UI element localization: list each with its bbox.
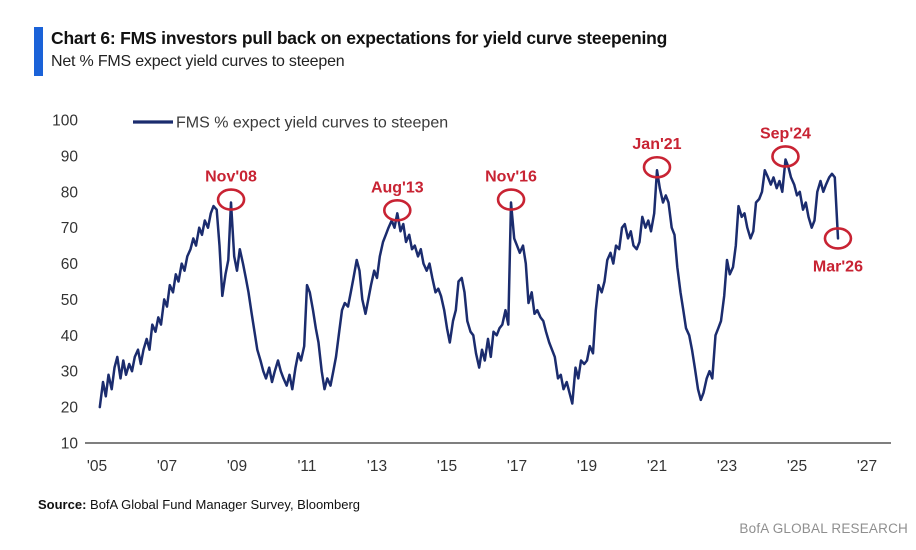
legend-label: FMS % expect yield curves to steepen — [176, 115, 448, 132]
y-tick-label-20: 20 — [61, 400, 79, 417]
x-tick-label-2011: '11 — [297, 458, 316, 475]
annotation-label-sep24: Sep'24 — [760, 125, 811, 142]
annotation-circle-sep24 — [771, 145, 800, 168]
annotation-label-jan21: Jan'21 — [632, 136, 681, 153]
x-tick-label-2007: '07 — [157, 458, 177, 475]
annotation-label-nov16: Nov'16 — [485, 169, 537, 186]
brand-credit: BofA GLOBAL RESEARCH — [739, 521, 908, 536]
x-tick-label-2021: '21 — [647, 458, 667, 475]
y-tick-label-80: 80 — [61, 184, 79, 201]
title-block: Chart 6: FMS investors pull back on expe… — [51, 27, 667, 76]
annotation-circle-aug13 — [382, 199, 412, 222]
x-tick-label-2009: '09 — [227, 458, 247, 475]
y-tick-label-50: 50 — [61, 292, 79, 309]
title-accent-bar — [34, 27, 43, 76]
x-tick-label-2023: '23 — [717, 458, 737, 475]
y-tick-label-30: 30 — [61, 364, 79, 381]
annotation-circle-nov16 — [496, 188, 526, 211]
annotation-circle-jan21 — [642, 155, 672, 179]
annotation-circle-nov08 — [216, 188, 246, 211]
x-tick-label-2019: '19 — [577, 458, 597, 475]
y-tick-label-60: 60 — [61, 256, 79, 273]
x-tick-label-2027: '27 — [857, 458, 877, 475]
annotation-label-aug13: Aug'13 — [371, 179, 424, 196]
y-tick-label-90: 90 — [61, 148, 79, 165]
source-note: Source: BofA Global Fund Manager Survey,… — [38, 497, 360, 512]
annotation-label-mar26: Mar'26 — [813, 258, 863, 275]
source-text: BofA Global Fund Manager Survey, Bloombe… — [86, 497, 361, 512]
x-tick-label-2015: '15 — [437, 458, 457, 475]
x-tick-label-2025: '25 — [787, 458, 807, 475]
y-tick-label-100: 100 — [52, 113, 78, 130]
y-tick-label-40: 40 — [61, 328, 79, 345]
y-tick-label-10: 10 — [61, 436, 79, 453]
source-label: Source: — [38, 497, 87, 512]
x-tick-label-2017: '17 — [507, 458, 527, 475]
fms-series-line — [98, 158, 840, 409]
page-subtitle: Net % FMS expect yield curves to steepen — [51, 52, 345, 70]
x-tick-label-2005: '05 — [87, 458, 107, 475]
y-tick-label-70: 70 — [61, 220, 79, 237]
x-tick-label-2013: '13 — [367, 458, 387, 475]
page-title: Chart 6: FMS investors pull back on expe… — [51, 28, 668, 48]
annotation-circle-mar26 — [823, 227, 853, 250]
annotation-label-nov08: Nov'08 — [205, 169, 257, 186]
chart-header: Chart 6: FMS investors pull back on expe… — [34, 27, 667, 76]
